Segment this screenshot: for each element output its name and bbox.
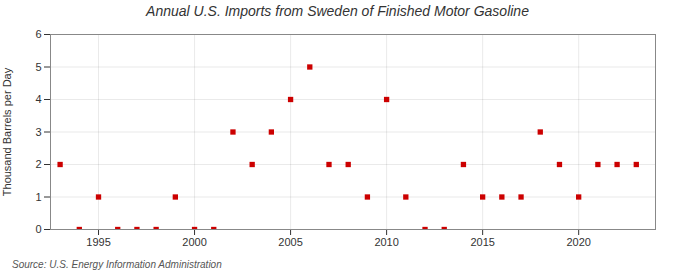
svg-text:1995: 1995 [86, 236, 110, 248]
html-text:Annual U.S. Imports from Swede: Annual U.S. Imports from Sweden of Finis… [146, 3, 529, 19]
svg-text:2020: 2020 [566, 236, 590, 248]
svg-text:2010: 2010 [374, 236, 398, 248]
svg-text:6: 6 [35, 28, 41, 40]
svg-text:0: 0 [35, 223, 41, 235]
svg-text:3: 3 [35, 126, 41, 138]
svg-text:2: 2 [35, 158, 41, 170]
svg-text:2005: 2005 [278, 236, 302, 248]
svg-text:Thousand Barrels per Day: Thousand Barrels per Day [1, 67, 13, 196]
svg-text:4: 4 [35, 93, 41, 105]
svg-text:2015: 2015 [470, 236, 494, 248]
svg-text:2000: 2000 [182, 236, 206, 248]
svg-text:1: 1 [35, 191, 41, 203]
svg-text:5: 5 [35, 61, 41, 73]
html-text:Source: U.S. Energy Informatio: Source: U.S. Energy Information Administ… [12, 259, 222, 270]
